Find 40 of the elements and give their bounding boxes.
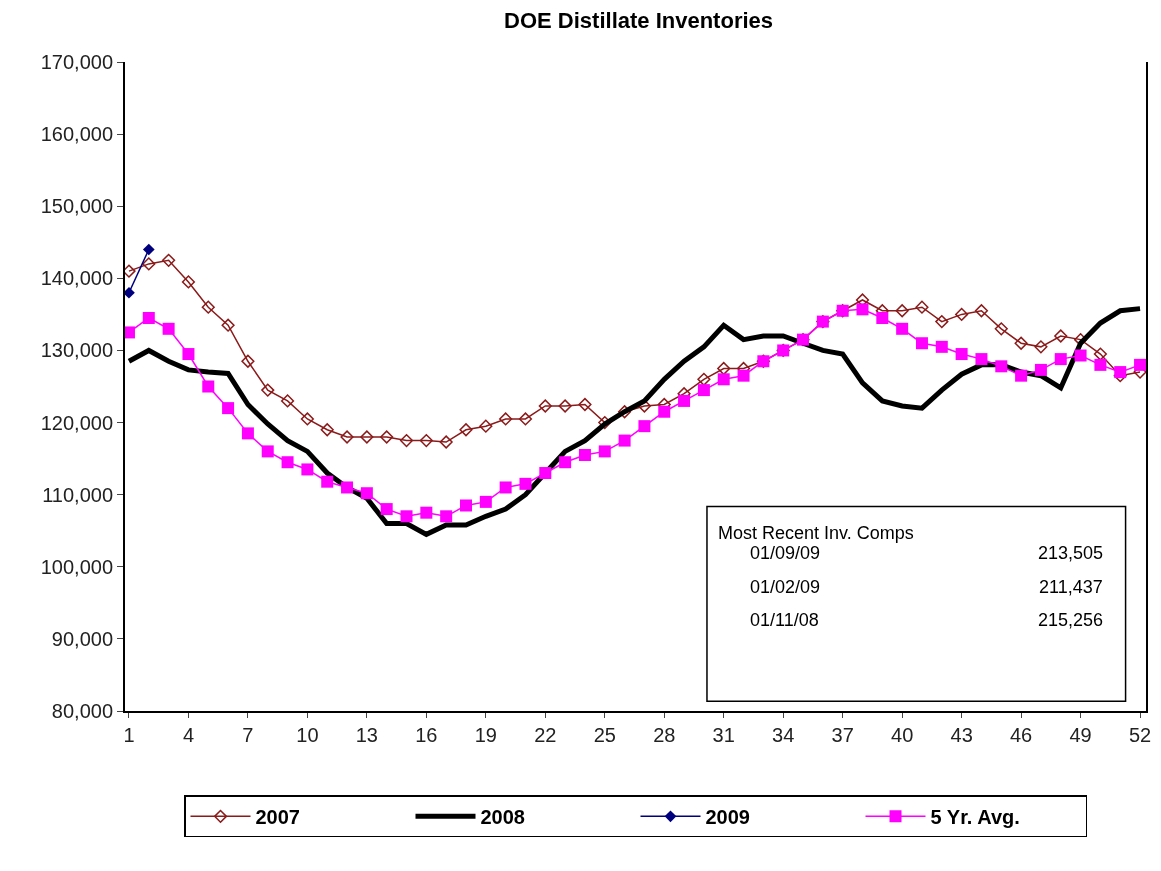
x-tick-label: 13 bbox=[355, 723, 378, 746]
x-tick-label: 1 bbox=[123, 723, 135, 746]
x-tick-label: 40 bbox=[891, 723, 914, 746]
legend-label: 2009 bbox=[705, 806, 750, 829]
legend-label: 2007 bbox=[255, 806, 300, 829]
x-tick-label: 16 bbox=[415, 723, 438, 746]
x-tick-label: 49 bbox=[1069, 723, 1092, 746]
x-tick-label: 37 bbox=[831, 723, 854, 746]
chart-title: DOE Distillate Inventories bbox=[504, 8, 774, 34]
y-tick-label: 90,000 bbox=[51, 627, 113, 650]
x-tick-label: 25 bbox=[593, 723, 616, 746]
x-tick-label: 7 bbox=[242, 723, 254, 746]
x-tick-label: 46 bbox=[1009, 723, 1033, 746]
x-tick-label: 52 bbox=[1128, 723, 1152, 746]
annotation: 215,256 bbox=[1038, 610, 1104, 630]
x-tick-label: 28 bbox=[653, 723, 676, 746]
annotation: 01/02/09 bbox=[750, 577, 821, 597]
x-tick-label: 19 bbox=[474, 723, 497, 746]
x-tick-label: 10 bbox=[296, 723, 319, 746]
y-tick-label: 130,000 bbox=[40, 339, 113, 362]
annotation: Most Recent Inv. Comps bbox=[718, 523, 914, 543]
x-tick-label: 4 bbox=[182, 723, 194, 746]
legend-label: 5 Yr. Avg. bbox=[930, 806, 1020, 829]
y-tick-label: 120,000 bbox=[40, 411, 113, 434]
annotation: 211,437 bbox=[1039, 577, 1103, 597]
x-tick-label: 34 bbox=[772, 723, 795, 746]
y-tick-label: 140,000 bbox=[40, 267, 113, 290]
legend-label: 2008 bbox=[480, 806, 525, 829]
annotation: 01/11/08 bbox=[750, 610, 819, 630]
y-tick-label: 170,000 bbox=[40, 51, 113, 73]
y-tick-label: 110,000 bbox=[42, 483, 113, 506]
y-tick-label: 100,000 bbox=[40, 555, 113, 578]
x-tick-label: 31 bbox=[712, 723, 735, 746]
y-tick-label: 160,000 bbox=[40, 123, 113, 146]
y-tick-label: 150,000 bbox=[40, 195, 113, 218]
x-tick-label: 43 bbox=[950, 723, 973, 746]
annotation: 01/09/09 bbox=[750, 543, 821, 563]
y-tick-label: 80,000 bbox=[51, 700, 113, 722]
annotation: 213,505 bbox=[1038, 543, 1104, 563]
x-tick-label: 22 bbox=[534, 723, 557, 746]
